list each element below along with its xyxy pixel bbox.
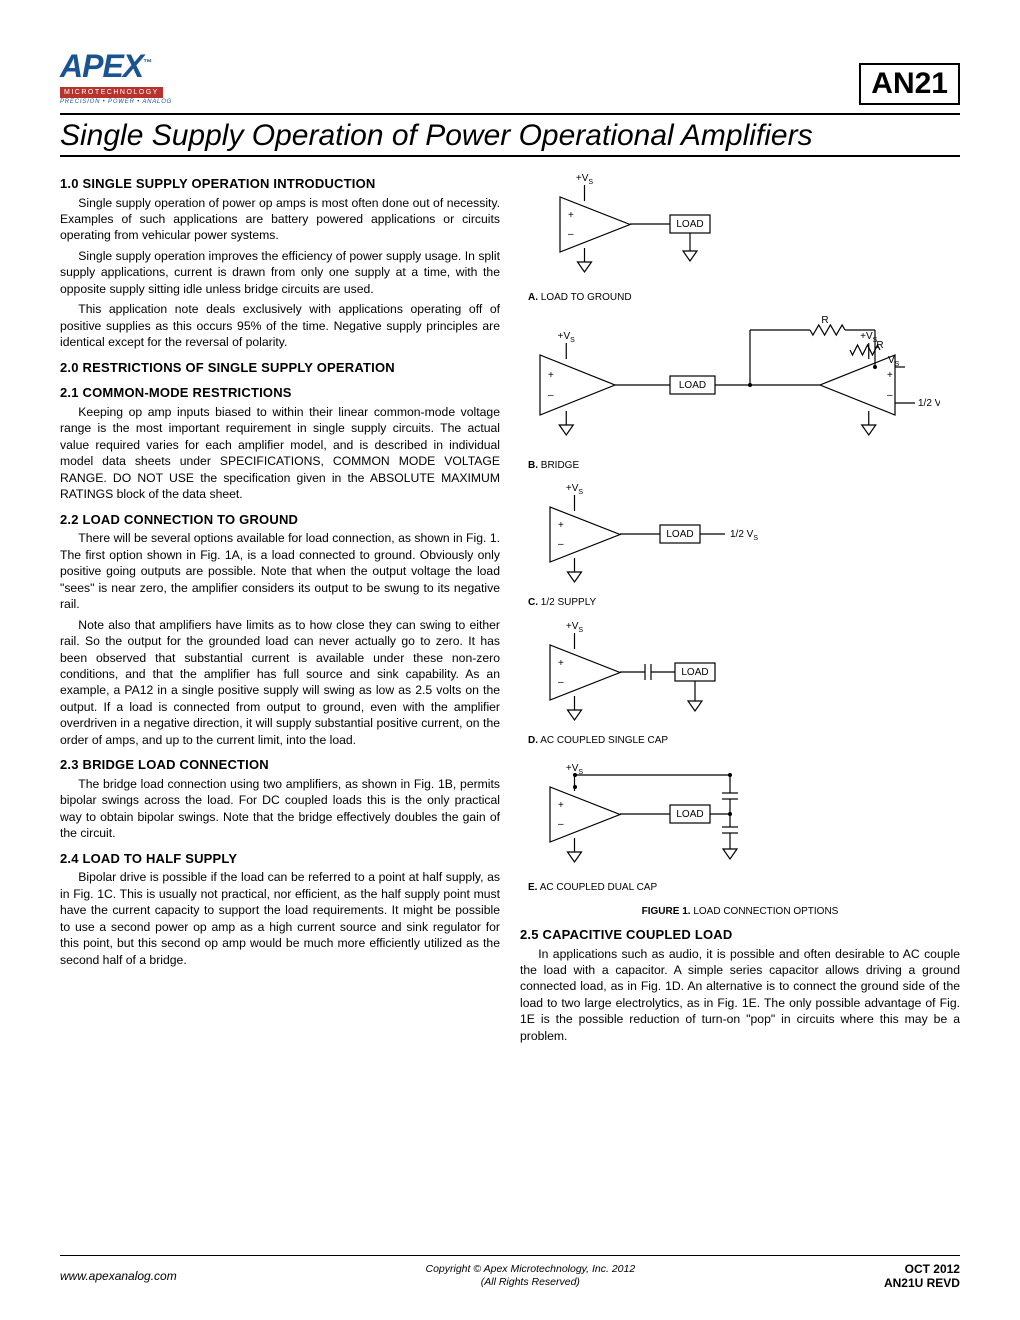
figure-1e: +–+VSLOAD: [520, 757, 770, 877]
figure-1-caption: FIGURE 1. LOAD CONNECTION OPTIONS: [520, 905, 960, 919]
svg-text:–: –: [558, 819, 564, 830]
figure-1c: + – +VS LOAD 1/2 VS: [520, 482, 780, 592]
fig-tag: C.: [528, 597, 538, 608]
fig-tag: A.: [528, 292, 538, 303]
fig-text: AC COUPLED DUAL CAP: [540, 882, 657, 893]
fig-caption-bold: FIGURE 1.: [642, 906, 691, 917]
logo-subline: PRECISION • POWER • ANALOG: [60, 99, 172, 105]
fig-text: BRIDGE: [541, 460, 579, 471]
footer-rev: AN21U REVD: [884, 1276, 960, 1290]
svg-text:–: –: [558, 539, 564, 550]
footer-date: OCT 2012: [905, 1262, 960, 1276]
figure-1a: + – +VS LOAD: [520, 167, 730, 287]
para: Single supply operation of power op amps…: [60, 195, 500, 244]
para: The bridge load connection using two amp…: [60, 776, 500, 842]
heading-2-3: 2.3 BRIDGE LOAD CONNECTION: [60, 756, 500, 774]
svg-text:–: –: [568, 229, 574, 240]
figure-1b: +–+VS+–+VSLOADRRVS1/2 VS: [520, 315, 940, 455]
heading-2-4: 2.4 LOAD TO HALF SUPPLY: [60, 850, 500, 868]
heading-2-5: 2.5 CAPACITIVE COUPLED LOAD: [520, 926, 960, 944]
svg-text:+: +: [558, 800, 564, 811]
para: In applications such as audio, it is pos…: [520, 946, 960, 1045]
logo-wordmark: APEX™: [60, 50, 172, 82]
footer-url: www.apexanalog.com: [60, 1269, 177, 1283]
left-column: 1.0 SINGLE SUPPLY OPERATION INTRODUCTION…: [60, 167, 500, 1048]
svg-text:R: R: [876, 340, 883, 351]
svg-text:LOAD: LOAD: [679, 380, 706, 391]
figure-1b-label: B. BRIDGE: [528, 459, 960, 473]
para: Bipolar drive is possible if the load ca…: [60, 869, 500, 968]
para: Note also that amplifiers have limits as…: [60, 617, 500, 749]
heading-2-0: 2.0 RESTRICTIONS OF SINGLE SUPPLY OPERAT…: [60, 359, 500, 377]
svg-text:+: +: [548, 369, 554, 380]
svg-text:1/2 VS: 1/2 VS: [918, 398, 940, 411]
fig-text: LOAD TO GROUND: [541, 292, 632, 303]
svg-text:LOAD: LOAD: [681, 667, 708, 678]
svg-text:VS: VS: [888, 355, 900, 368]
svg-text:+VS: +VS: [558, 331, 576, 344]
fig-tag: D.: [528, 735, 538, 746]
logo: APEX™ MICROTECHNOLOGY PRECISION • POWER …: [60, 50, 172, 105]
para: There will be several options available …: [60, 530, 500, 612]
svg-text:LOAD: LOAD: [676, 219, 703, 230]
heading-2-2: 2.2 LOAD CONNECTION TO GROUND: [60, 511, 500, 529]
svg-text:–: –: [558, 676, 564, 687]
svg-text:LOAD: LOAD: [666, 529, 693, 540]
svg-text:+VS: +VS: [576, 173, 594, 186]
svg-text:+: +: [568, 210, 574, 221]
logo-text: APEX: [60, 48, 143, 84]
footer-right: OCT 2012 AN21U REVD: [884, 1262, 960, 1290]
heading-2-1: 2.1 COMMON-MODE RESTRICTIONS: [60, 384, 500, 402]
para: Single supply operation improves the eff…: [60, 248, 500, 297]
para: Keeping op amp inputs biased to within t…: [60, 404, 500, 503]
svg-text:+: +: [558, 658, 564, 669]
footer-center: Copyright © Apex Microtechnology, Inc. 2…: [426, 1263, 636, 1288]
svg-text:–: –: [887, 390, 893, 401]
fig-caption-rest: LOAD CONNECTION OPTIONS: [693, 906, 838, 917]
svg-text:+: +: [558, 520, 564, 531]
logo-micro: MICROTECHNOLOGY: [60, 87, 163, 98]
fig-tag: E.: [528, 882, 537, 893]
heading-1-0: 1.0 SINGLE SUPPLY OPERATION INTRODUCTION: [60, 175, 500, 193]
svg-text:+: +: [887, 369, 893, 380]
svg-text:LOAD: LOAD: [676, 809, 703, 820]
logo-tm: ™: [143, 57, 151, 67]
fig-tag: B.: [528, 460, 538, 471]
svg-text:–: –: [548, 390, 554, 401]
fig-text: 1/2 SUPPLY: [541, 597, 596, 608]
svg-text:+VS: +VS: [566, 483, 584, 496]
footer: www.apexanalog.com Copyright © Apex Micr…: [60, 1255, 960, 1290]
header-rule: [60, 113, 960, 115]
svg-text:+VS: +VS: [566, 621, 584, 634]
figure-1a-label: A. LOAD TO GROUND: [528, 291, 960, 305]
copyright: Copyright © Apex Microtechnology, Inc. 2…: [426, 1263, 636, 1275]
right-column: +–+VSLOAD A. LOAD TO GROUND +–+VS+–+VSLO…: [520, 167, 960, 1048]
figure-1d-label: D. AC COUPLED SINGLE CAP: [528, 734, 960, 748]
header: APEX™ MICROTECHNOLOGY PRECISION • POWER …: [60, 50, 960, 105]
content: 1.0 SINGLE SUPPLY OPERATION INTRODUCTION…: [60, 167, 960, 1048]
footer-left: www.apexanalog.com: [60, 1269, 177, 1283]
figure-1e-label: E. AC COUPLED DUAL CAP: [528, 881, 960, 895]
figure-1d: + – +VS LOAD: [520, 620, 750, 730]
doc-code: AN21: [859, 63, 960, 105]
para: This application note deals exclusively …: [60, 301, 500, 350]
figure-1c-label: C. 1/2 SUPPLY: [528, 596, 960, 610]
svg-text:R: R: [821, 315, 828, 326]
rights: (All Rights Reserved): [481, 1276, 580, 1288]
svg-text:1/2 VS: 1/2 VS: [730, 529, 758, 542]
fig-text: AC COUPLED SINGLE CAP: [540, 735, 668, 746]
page-title: Single Supply Operation of Power Operati…: [60, 117, 960, 157]
